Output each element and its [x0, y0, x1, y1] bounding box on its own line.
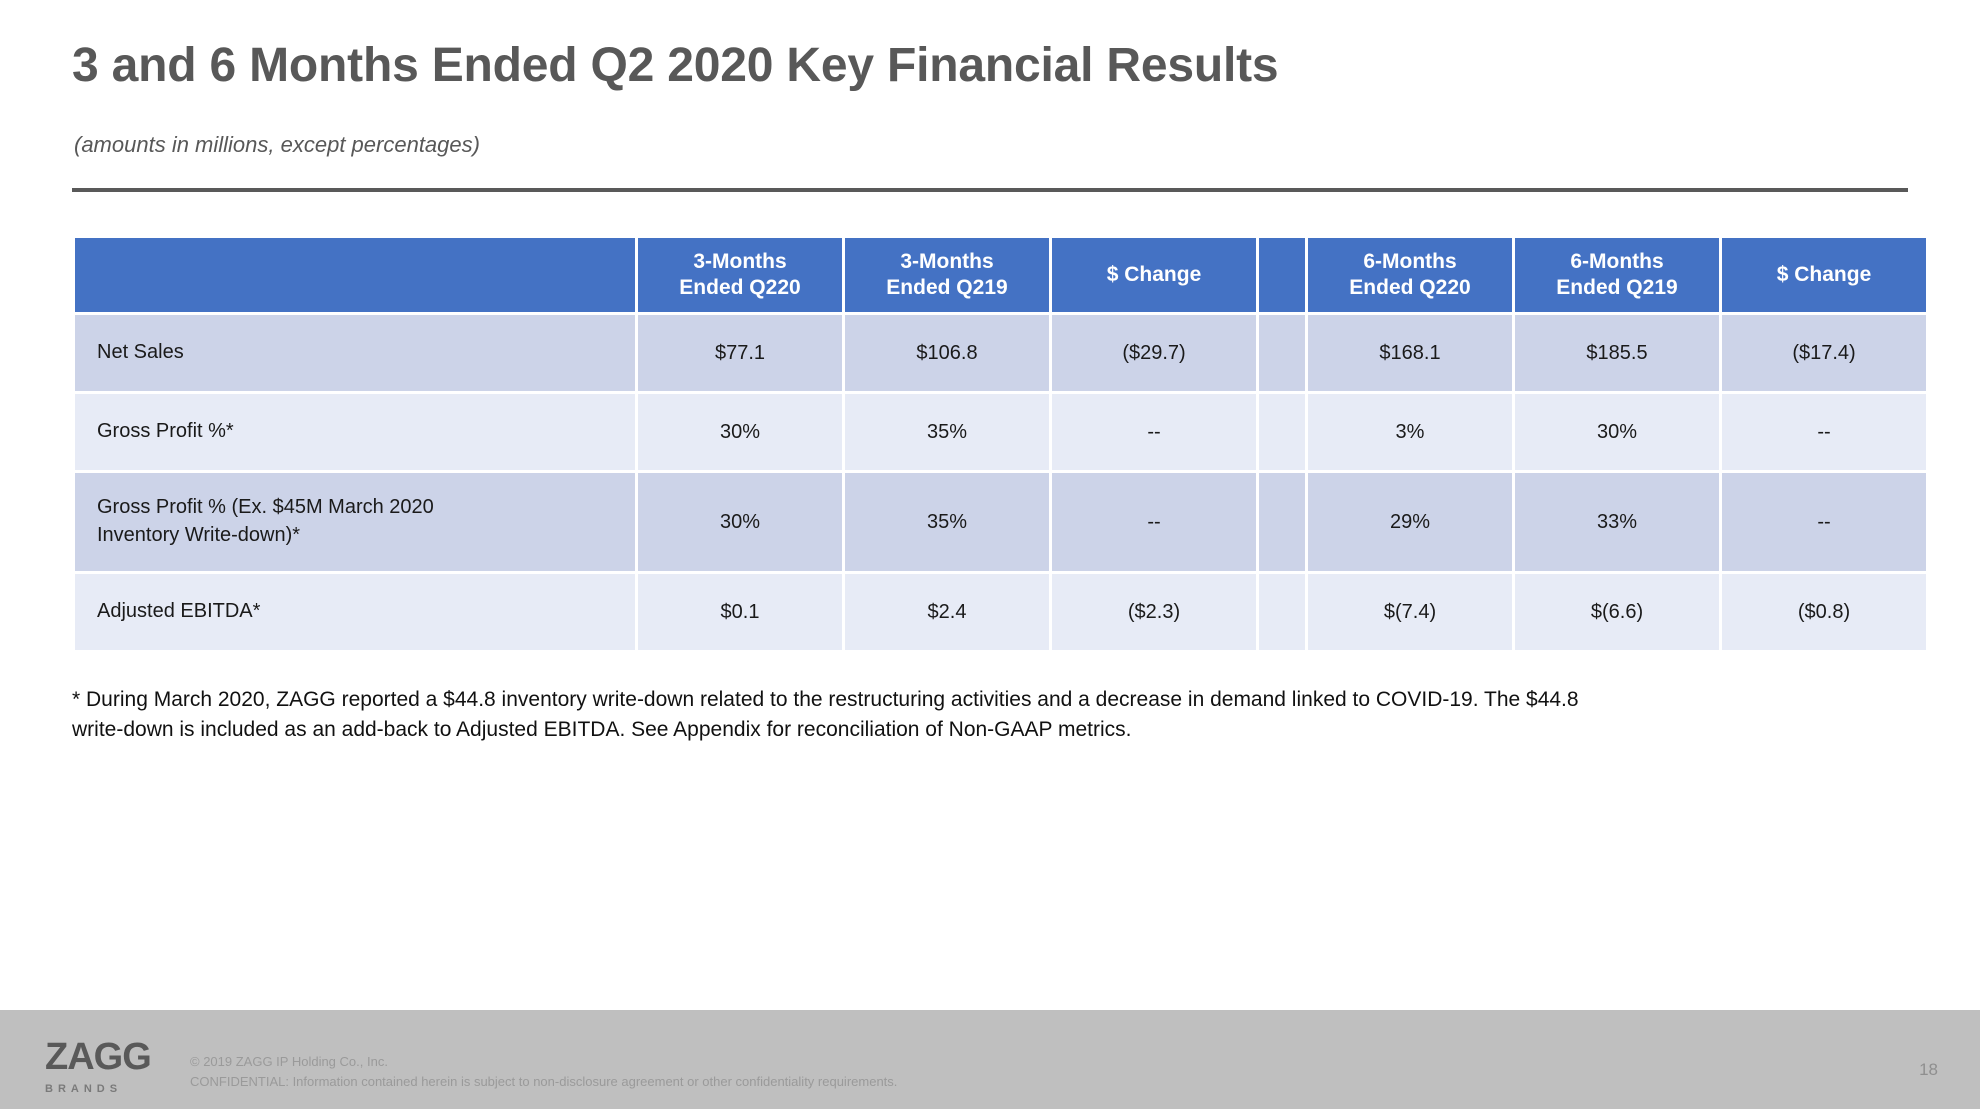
- zagg-logo: ZAGG BRANDS: [45, 1038, 155, 1095]
- page-number: 18: [1919, 1060, 1938, 1079]
- header-cell-change-3m: $ Change: [1052, 238, 1256, 312]
- footnote: * During March 2020, ZAGG reported a $44…: [72, 685, 1917, 746]
- zagg-logo-tagline: BRANDS: [45, 1083, 123, 1095]
- header-cell-spacer: [1259, 238, 1305, 312]
- header-cell-blank: [75, 238, 635, 312]
- table-row: Gross Profit %* 30% 35% -- 3% 30% --: [75, 394, 1926, 470]
- zagg-logo-wordmark: ZAGG: [45, 1036, 152, 1078]
- cell-3m-q219: $2.4: [845, 574, 1049, 650]
- header-cell-6m-q219: 6-Months Ended Q219: [1515, 238, 1719, 312]
- cell-6m-q219: $185.5: [1515, 315, 1719, 391]
- cell-change-3m: --: [1052, 394, 1256, 470]
- header-line-1: 3-Months: [693, 250, 787, 274]
- cell-3m-q220: $0.1: [638, 574, 842, 650]
- cell-change-3m: --: [1052, 473, 1256, 571]
- cell-change-3m: ($2.3): [1052, 574, 1256, 650]
- cell-6m-q219: 33%: [1515, 473, 1719, 571]
- table-row: Gross Profit % (Ex. $45M March 2020 Inve…: [75, 473, 1926, 571]
- footnote-line-1: * During March 2020, ZAGG reported a $44…: [72, 688, 1579, 711]
- table-row: Adjusted EBITDA* $0.1 $2.4 ($2.3) $(7.4)…: [75, 574, 1926, 650]
- cell-change-6m: --: [1722, 394, 1926, 470]
- row-label-line-1: Adjusted EBITDA*: [97, 600, 261, 623]
- footer-copyright: © 2019 ZAGG IP Holding Co., Inc.: [190, 1054, 388, 1069]
- cell-6m-q220: 3%: [1308, 394, 1512, 470]
- header-cell-6m-q220: 6-Months Ended Q220: [1308, 238, 1512, 312]
- table-row: Net Sales $77.1 $106.8 ($29.7) $168.1 $1…: [75, 315, 1926, 391]
- table-body: Net Sales $77.1 $106.8 ($29.7) $168.1 $1…: [75, 315, 1926, 650]
- row-label: Gross Profit %*: [75, 394, 635, 470]
- header-cell-3m-q219: 3-Months Ended Q219: [845, 238, 1049, 312]
- cell-change-6m: ($17.4): [1722, 315, 1926, 391]
- financial-table-container: 3-Months Ended Q220 3-Months Ended Q219 …: [72, 235, 1926, 653]
- cell-6m-q220: $168.1: [1308, 315, 1512, 391]
- header-cell-3m-q220: 3-Months Ended Q220: [638, 238, 842, 312]
- page-subtitle: (amounts in millions, except percentages…: [74, 132, 480, 157]
- table-header-row: 3-Months Ended Q220 3-Months Ended Q219 …: [75, 238, 1926, 312]
- title-divider: [72, 188, 1908, 192]
- row-label-line-1: Net Sales: [97, 341, 184, 364]
- header-cell-change-6m: $ Change: [1722, 238, 1926, 312]
- footer-legal-text: © 2019 ZAGG IP Holding Co., Inc. CONFIDE…: [190, 1052, 897, 1092]
- cell-spacer: [1259, 574, 1305, 650]
- header-line-2: Ended Q219: [886, 276, 1008, 299]
- cell-change-6m: ($0.8): [1722, 574, 1926, 650]
- header-line-1: 6-Months: [1363, 250, 1457, 274]
- row-label: Adjusted EBITDA*: [75, 574, 635, 650]
- cell-6m-q220: 29%: [1308, 473, 1512, 571]
- row-label: Gross Profit % (Ex. $45M March 2020 Inve…: [75, 473, 635, 571]
- row-label-line-1: Gross Profit %*: [97, 420, 234, 443]
- row-label: Net Sales: [75, 315, 635, 391]
- cell-change-3m: ($29.7): [1052, 315, 1256, 391]
- cell-6m-q219: $(6.6): [1515, 574, 1719, 650]
- cell-spacer: [1259, 315, 1305, 391]
- cell-change-6m: --: [1722, 473, 1926, 571]
- financial-table: 3-Months Ended Q220 3-Months Ended Q219 …: [72, 235, 1929, 653]
- cell-3m-q219: $106.8: [845, 315, 1049, 391]
- cell-spacer: [1259, 394, 1305, 470]
- page-title: 3 and 6 Months Ended Q2 2020 Key Financi…: [72, 39, 1279, 92]
- cell-3m-q219: 35%: [845, 394, 1049, 470]
- cell-6m-q219: 30%: [1515, 394, 1719, 470]
- cell-3m-q220: $77.1: [638, 315, 842, 391]
- cell-3m-q219: 35%: [845, 473, 1049, 571]
- slide-footer: [0, 1010, 1980, 1109]
- table-header: 3-Months Ended Q220 3-Months Ended Q219 …: [75, 238, 1926, 312]
- cell-spacer: [1259, 473, 1305, 571]
- cell-6m-q220: $(7.4): [1308, 574, 1512, 650]
- footer-confidential: CONFIDENTIAL: Information contained here…: [190, 1074, 898, 1090]
- header-line-2: Ended Q220: [679, 276, 801, 299]
- cell-3m-q220: 30%: [638, 473, 842, 571]
- cell-3m-q220: 30%: [638, 394, 842, 470]
- row-label-line-2: Inventory Write-down)*: [97, 524, 301, 546]
- header-line-2: Ended Q220: [1349, 276, 1471, 299]
- footnote-line-2: write-down is included as an add-back to…: [72, 718, 1132, 742]
- header-line-2: Ended Q219: [1556, 276, 1678, 299]
- row-label-line-1: Gross Profit % (Ex. $45M March 2020: [97, 496, 434, 519]
- header-line-1: 6-Months: [1570, 250, 1664, 274]
- header-line-1: 3-Months: [900, 250, 994, 274]
